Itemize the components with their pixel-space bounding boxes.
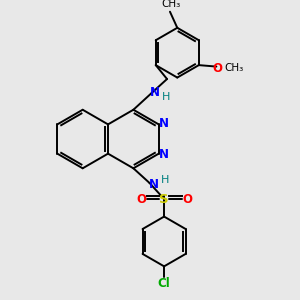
Text: N: N bbox=[159, 117, 169, 130]
Text: Cl: Cl bbox=[158, 278, 170, 290]
Text: H: H bbox=[162, 92, 170, 102]
Text: N: N bbox=[159, 148, 169, 161]
Text: O: O bbox=[182, 193, 192, 206]
Text: O: O bbox=[213, 61, 223, 74]
Text: N: N bbox=[150, 86, 160, 99]
Text: O: O bbox=[136, 193, 146, 206]
Text: N: N bbox=[149, 178, 159, 191]
Text: S: S bbox=[159, 193, 169, 206]
Text: CH₃: CH₃ bbox=[224, 63, 244, 73]
Text: CH₃: CH₃ bbox=[162, 0, 181, 9]
Text: H: H bbox=[160, 175, 169, 185]
